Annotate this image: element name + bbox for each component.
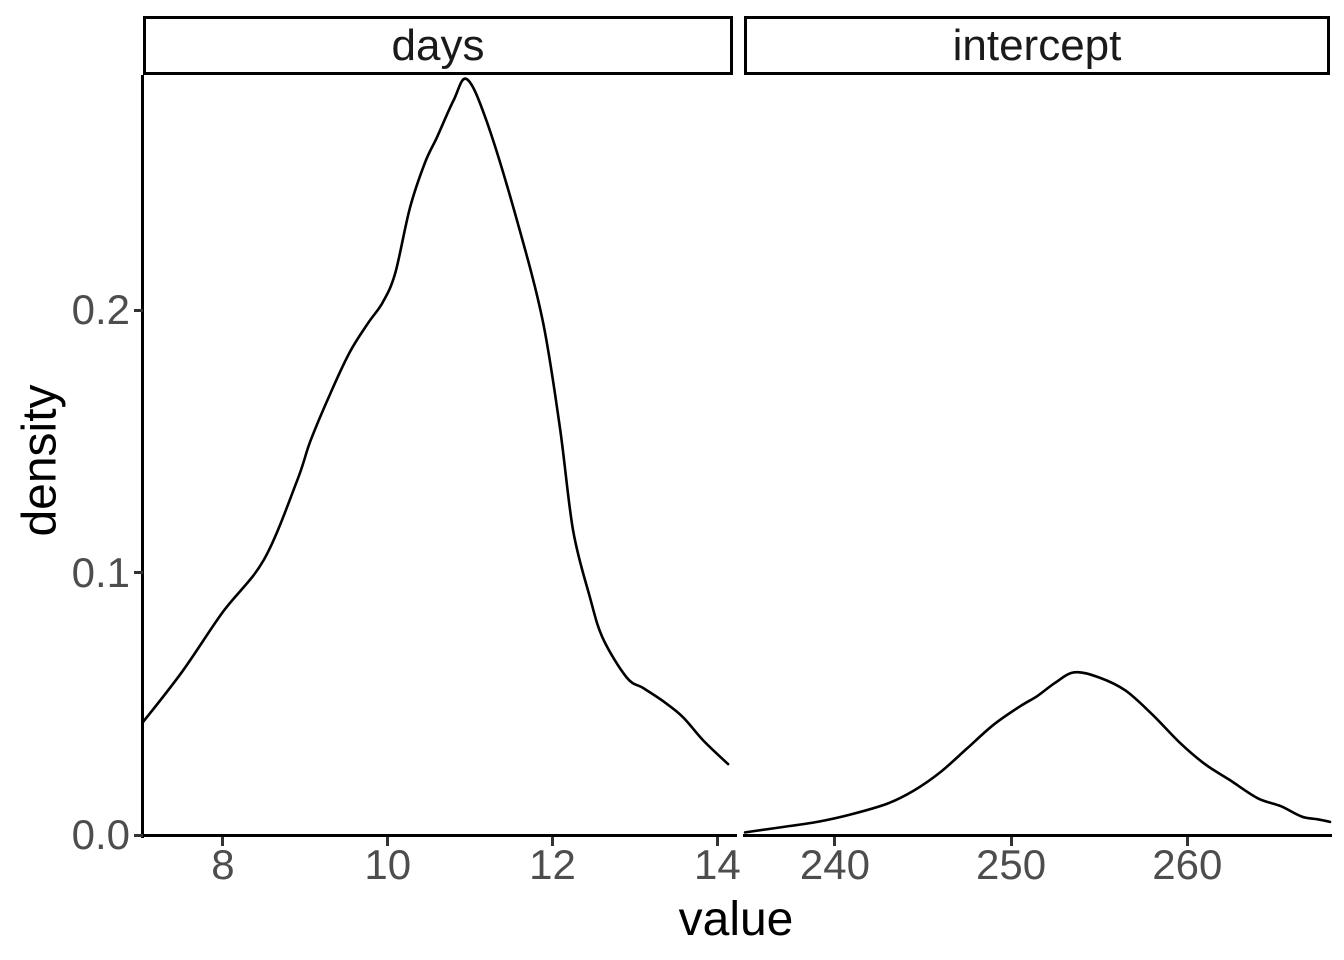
x-tick <box>715 837 719 846</box>
facet-strip-days: days <box>143 16 733 75</box>
x-tick-label: 14 <box>693 841 741 888</box>
y-tick <box>134 833 143 837</box>
x-tick <box>1009 837 1013 846</box>
x-axis-line-intercept <box>743 834 1332 837</box>
x-tick <box>551 837 555 846</box>
x-tick <box>386 837 390 846</box>
density-plot-intercept <box>743 670 1332 834</box>
x-tick-label: 12 <box>529 841 576 888</box>
density-plot-days <box>141 77 730 766</box>
facet-strip-label-days: days <box>391 20 485 70</box>
facet-panel-intercept <box>743 77 1332 835</box>
facet-strip-label-intercept: intercept <box>952 20 1122 70</box>
x-tick <box>221 837 225 846</box>
y-tick <box>134 571 143 575</box>
x-tick <box>833 837 837 846</box>
density-curve-days <box>141 77 730 766</box>
x-tick <box>1185 837 1189 846</box>
y-axis-title: density <box>13 384 67 537</box>
x-axis-line-days <box>141 834 737 837</box>
x-axis-title: value <box>678 893 794 946</box>
y-axis-line <box>141 75 144 838</box>
y-tick-label: 0.0 <box>71 811 130 858</box>
facet-panel-days <box>141 77 733 835</box>
y-tick-label: 0.2 <box>71 286 130 334</box>
density-curve-intercept <box>743 670 1332 834</box>
facet-strip-intercept: intercept <box>744 16 1330 75</box>
x-tick-label: 10 <box>364 841 412 888</box>
x-tick-label: 240 <box>799 841 870 888</box>
x-tick-label: 260 <box>1152 841 1223 888</box>
y-tick <box>134 308 143 312</box>
y-tick-label: 0.1 <box>71 548 130 596</box>
x-tick-label: 250 <box>976 841 1047 888</box>
x-tick-label: 8 <box>211 841 235 888</box>
